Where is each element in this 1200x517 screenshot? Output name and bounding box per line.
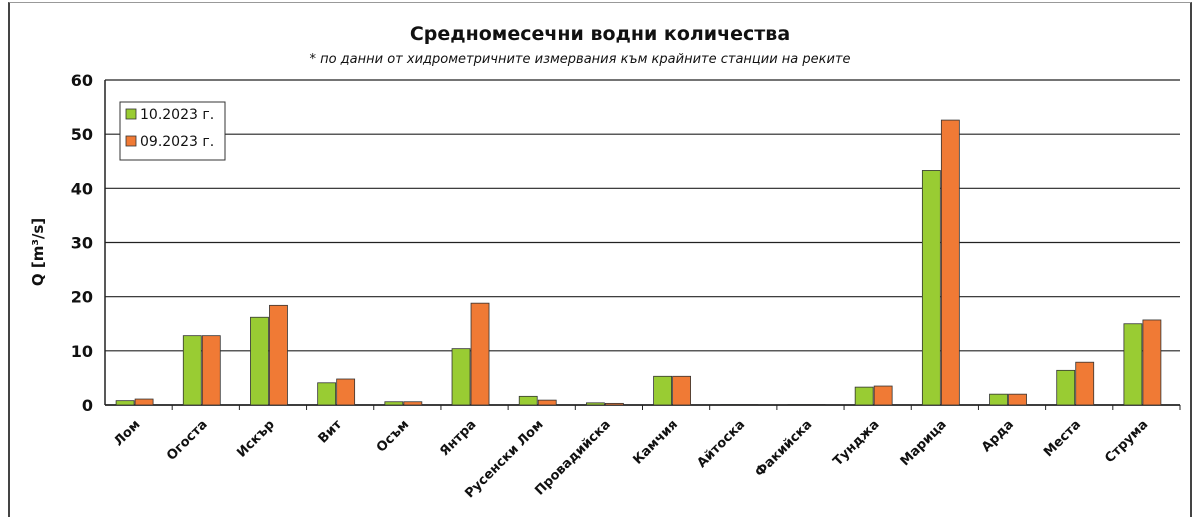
bar-series1 — [451, 348, 471, 406]
x-tick-label: Лом — [111, 417, 143, 449]
bar-series2 — [1142, 319, 1162, 406]
bar-series1 — [921, 170, 941, 406]
legend-label: 09.2023 г. — [140, 134, 214, 150]
bar-series2 — [873, 385, 893, 406]
bar-series2 — [1008, 393, 1027, 406]
y-axis-label: Q [m³/s] — [29, 218, 47, 286]
y-tick-label: 30 — [71, 234, 93, 253]
bar-series2 — [201, 335, 221, 406]
y-tick-label: 50 — [71, 125, 93, 144]
x-tick-label: Вит — [316, 417, 346, 447]
bar-series2 — [336, 378, 356, 406]
bar-series1 — [317, 382, 337, 406]
x-tick-label: Янтра — [437, 417, 479, 459]
bar-series1 — [653, 375, 672, 406]
x-tick-label: Марица — [898, 417, 950, 469]
bar-series2 — [470, 302, 490, 406]
x-tick-label: Айтоска — [694, 417, 748, 471]
y-tick-label: 20 — [71, 288, 93, 307]
bar-series2 — [672, 375, 691, 406]
bar-series2 — [403, 401, 423, 406]
chart-frame — [8, 2, 1192, 517]
y-tick-label: 40 — [71, 179, 93, 198]
x-tick-label: Осъм — [374, 417, 412, 455]
y-tick-labels: 0 10 20 30 40 50 60 — [71, 71, 93, 415]
x-tick-label: Искър — [234, 417, 277, 460]
bar-series1 — [586, 402, 605, 406]
bar-series2 — [134, 398, 154, 406]
bar-series1 — [1123, 323, 1143, 406]
x-tick-label: Струма — [1102, 417, 1151, 466]
bar-series1 — [384, 401, 404, 406]
bar-series1 — [787, 404, 807, 406]
legend-swatch — [125, 108, 137, 120]
bar-series2 — [269, 304, 288, 406]
bar-series1 — [518, 395, 538, 406]
x-tick-label: Арда — [979, 417, 1017, 455]
bar-series1 — [854, 386, 874, 406]
legend-box — [119, 101, 226, 161]
bar-series2 — [806, 404, 826, 406]
bar-series1 — [989, 393, 1008, 406]
bar-series2 — [537, 399, 557, 406]
bars — [115, 119, 1162, 406]
x-tick-label: Тунджа — [830, 417, 882, 469]
bar-series2 — [940, 119, 960, 406]
legend-label: 10.2023 г. — [140, 107, 214, 123]
bar-series1 — [1056, 369, 1076, 406]
bar-series2 — [739, 404, 759, 406]
chart-subtitle: * по данни от хидрометричните измервания… — [309, 52, 850, 67]
bar-series1 — [182, 335, 202, 406]
bar-series2 — [1075, 361, 1095, 406]
y-tick-label: 60 — [71, 71, 93, 90]
legend: 10.2023 г. 09.2023 г. — [119, 101, 226, 161]
legend-swatch — [125, 135, 137, 147]
x-tick-label: Места — [1041, 417, 1084, 460]
y-tick-label: 0 — [82, 396, 93, 415]
bar-series1 — [250, 316, 269, 406]
x-tick-label: Огоста — [164, 417, 211, 464]
y-tick-label: 10 — [71, 342, 93, 361]
chart-title: Средномесечни водни количества — [410, 23, 790, 45]
x-tick-label: Факийска — [752, 417, 815, 480]
x-tick-label: Камчия — [630, 417, 680, 467]
bar-series1 — [115, 400, 135, 406]
bar-series2 — [605, 402, 624, 406]
bar-series1 — [720, 404, 740, 406]
